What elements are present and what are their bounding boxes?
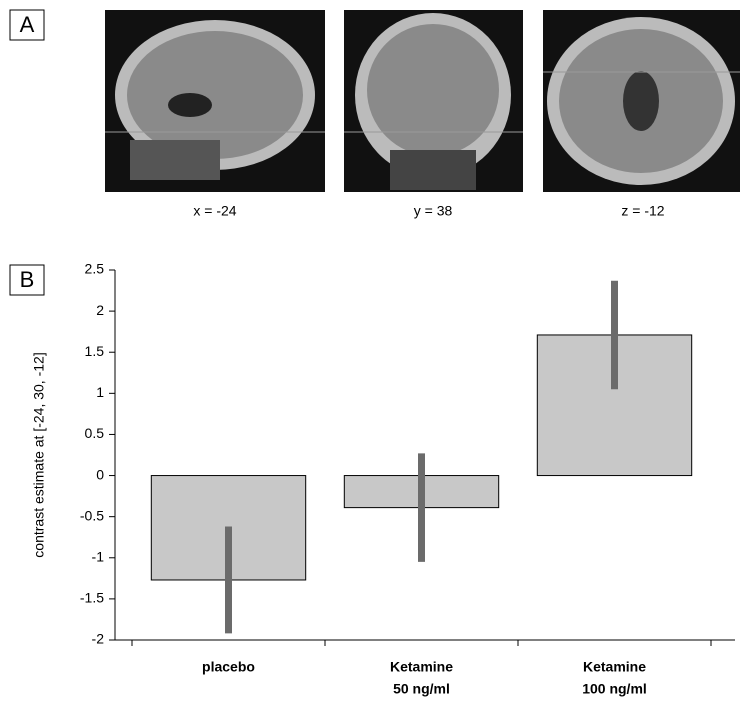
x-tick-label: placebo	[202, 659, 255, 675]
y-tick-label: 1.5	[85, 343, 105, 359]
x-tick-label: Ketamine	[583, 659, 646, 675]
y-tick-label: -2	[92, 631, 105, 647]
brain-sagittal	[105, 10, 325, 192]
y-tick-label: 0.5	[85, 425, 105, 441]
x-tick-label: Ketamine	[390, 659, 453, 675]
y-tick-label: 2	[96, 302, 104, 318]
y-tick-label: -1	[92, 548, 105, 564]
x-tick-label: 100 ng/ml	[582, 681, 647, 697]
y-tick-label: -0.5	[80, 507, 104, 523]
brain-axial	[543, 10, 740, 192]
slice-caption: x = -24	[193, 203, 236, 219]
y-tick-label: 1	[96, 384, 104, 400]
panel-label: A	[20, 12, 35, 37]
y-axis-label: contrast estimate at [-24, 30, -12]	[31, 352, 47, 557]
y-tick-label: 0	[96, 466, 104, 482]
x-tick-label: 50 ng/ml	[393, 681, 450, 697]
y-tick-label: 2.5	[85, 261, 105, 277]
page: A x = -24 y = 38 z = -12 B contrast esti…	[0, 0, 750, 707]
figure: A x = -24 y = 38 z = -12 B contrast esti…	[0, 0, 750, 707]
slice-caption: z = -12	[621, 203, 664, 219]
slice-caption: y = 38	[414, 203, 453, 219]
brain-coronal	[344, 10, 523, 192]
y-tick-label: -1.5	[80, 590, 104, 606]
panel-label: B	[20, 267, 35, 292]
